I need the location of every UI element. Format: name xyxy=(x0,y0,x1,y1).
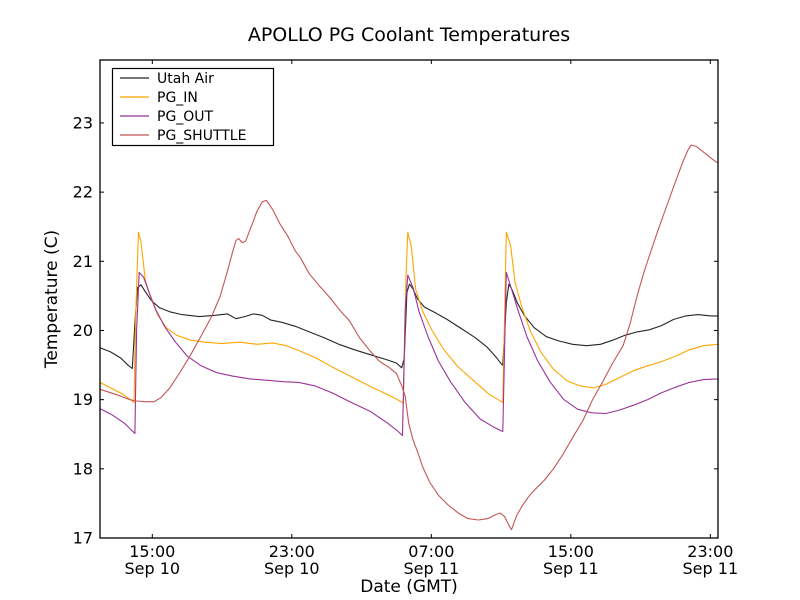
chart-title: APOLLO PG Coolant Temperatures xyxy=(248,24,570,46)
legend-item-label: Utah Air xyxy=(157,71,214,87)
legend-box xyxy=(111,67,275,147)
x-tick-label-date: Sep 10 xyxy=(125,559,181,578)
series-line-pg-shuttle xyxy=(99,144,719,531)
legend-item-label: PG_OUT xyxy=(157,109,214,125)
y-axis-label: Temperature (C) xyxy=(42,230,62,369)
x-tick-label-time: 15:00 xyxy=(129,542,175,561)
series-line-pg-out xyxy=(99,271,719,437)
y-tick-label: 18 xyxy=(73,459,93,478)
x-tick-label-time: 15:00 xyxy=(548,542,594,561)
x-tick-label-date: Sep 11 xyxy=(404,559,460,578)
y-tick-label: 17 xyxy=(73,529,93,548)
series-line-pg-in xyxy=(99,231,719,404)
x-axis-label: Date (GMT) xyxy=(360,577,458,597)
y-tick-label: 23 xyxy=(73,113,93,132)
y-tick-label: 20 xyxy=(73,321,93,340)
x-tick-label-time: 23:00 xyxy=(269,542,315,561)
legend-item-label: PG_SHUTTLE xyxy=(157,128,246,144)
y-tick-label: 19 xyxy=(73,390,93,409)
axes-frame xyxy=(99,59,719,539)
y-tick-label: 22 xyxy=(73,183,93,202)
x-tick-label-time: 07:00 xyxy=(408,542,454,561)
y-tick-label: 21 xyxy=(73,252,93,271)
x-tick-label-date: Sep 11 xyxy=(543,559,599,578)
x-tick-label-date: Sep 10 xyxy=(264,559,320,578)
x-tick-label-time: 23:00 xyxy=(687,542,733,561)
legend-item-label: PG_IN xyxy=(157,90,198,106)
x-tick-label-date: Sep 11 xyxy=(683,559,739,578)
series-line-utah-air xyxy=(99,283,718,370)
